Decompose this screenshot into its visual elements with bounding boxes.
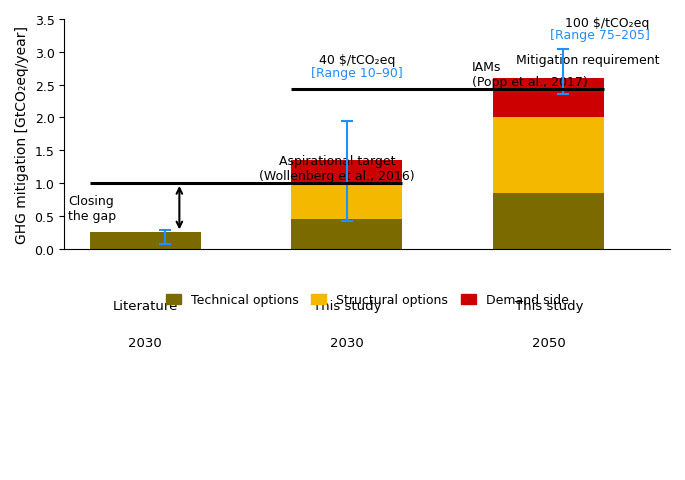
Text: Closing
the gap: Closing the gap [68, 194, 116, 223]
Text: [Range 75–205]: [Range 75–205] [550, 29, 650, 42]
Text: This study: This study [312, 300, 381, 312]
Text: Aspirational target
(Wollenberg et al., 2016): Aspirational target (Wollenberg et al., … [259, 155, 414, 182]
Text: 100 $/tCO₂eq: 100 $/tCO₂eq [565, 17, 650, 30]
Bar [291, 219, 403, 249]
Text: 2030: 2030 [330, 336, 364, 349]
Bar [493, 193, 604, 249]
Legend: Technical options, Structural options, Demand side: Technical options, Structural options, D… [161, 289, 573, 312]
Text: This study: This study [514, 300, 583, 312]
Bar [493, 118, 604, 193]
Bar [90, 233, 201, 249]
Text: 2030: 2030 [128, 336, 162, 349]
Text: 2050: 2050 [532, 336, 566, 349]
Bar [493, 79, 604, 118]
Bar [291, 161, 403, 184]
Bar [291, 184, 403, 219]
Text: Mitigation requirement: Mitigation requirement [516, 54, 660, 67]
Text: 40 $/tCO₂eq: 40 $/tCO₂eq [319, 54, 395, 67]
Text: IAMs
(Popp et al., 2017): IAMs (Popp et al., 2017) [472, 61, 588, 89]
Text: Literature: Literature [112, 300, 177, 312]
Y-axis label: GHG mitigation [GtCO₂eq/year]: GHG mitigation [GtCO₂eq/year] [15, 26, 29, 243]
Text: [Range 10–90]: [Range 10–90] [311, 67, 403, 80]
